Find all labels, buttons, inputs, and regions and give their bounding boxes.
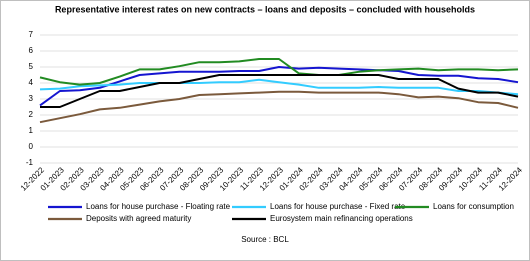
y-tick-label: 3 bbox=[29, 94, 34, 103]
series-line bbox=[39, 78, 519, 96]
y-tick-label: 1 bbox=[29, 126, 34, 135]
y-tick-label: 2 bbox=[29, 110, 34, 119]
legend-label: Loans for house purchase - Fixed rate bbox=[270, 202, 406, 211]
y-tick-label: -1 bbox=[26, 158, 34, 167]
source: Source : BCL bbox=[241, 235, 289, 244]
legend-label: Deposits with agreed maturity bbox=[86, 214, 191, 223]
legend-label: Loans for house purchase - Floating rate bbox=[86, 202, 231, 211]
y-tick-label: 6 bbox=[29, 46, 34, 55]
y-tick-label: 0 bbox=[29, 142, 34, 151]
legend-label: Loans for consumption bbox=[433, 202, 514, 211]
chart-title: Representative interest rates on new con… bbox=[55, 4, 475, 14]
y-tick-label: 4 bbox=[29, 78, 34, 87]
y-tick-label: 5 bbox=[29, 62, 34, 71]
series-line bbox=[39, 66, 519, 107]
series-line bbox=[40, 74, 519, 108]
legend-label: Eurosystem main refinancing operations bbox=[270, 214, 413, 223]
series-line bbox=[39, 58, 519, 86]
series-line bbox=[39, 90, 519, 124]
y-tick-label: 7 bbox=[29, 30, 34, 39]
